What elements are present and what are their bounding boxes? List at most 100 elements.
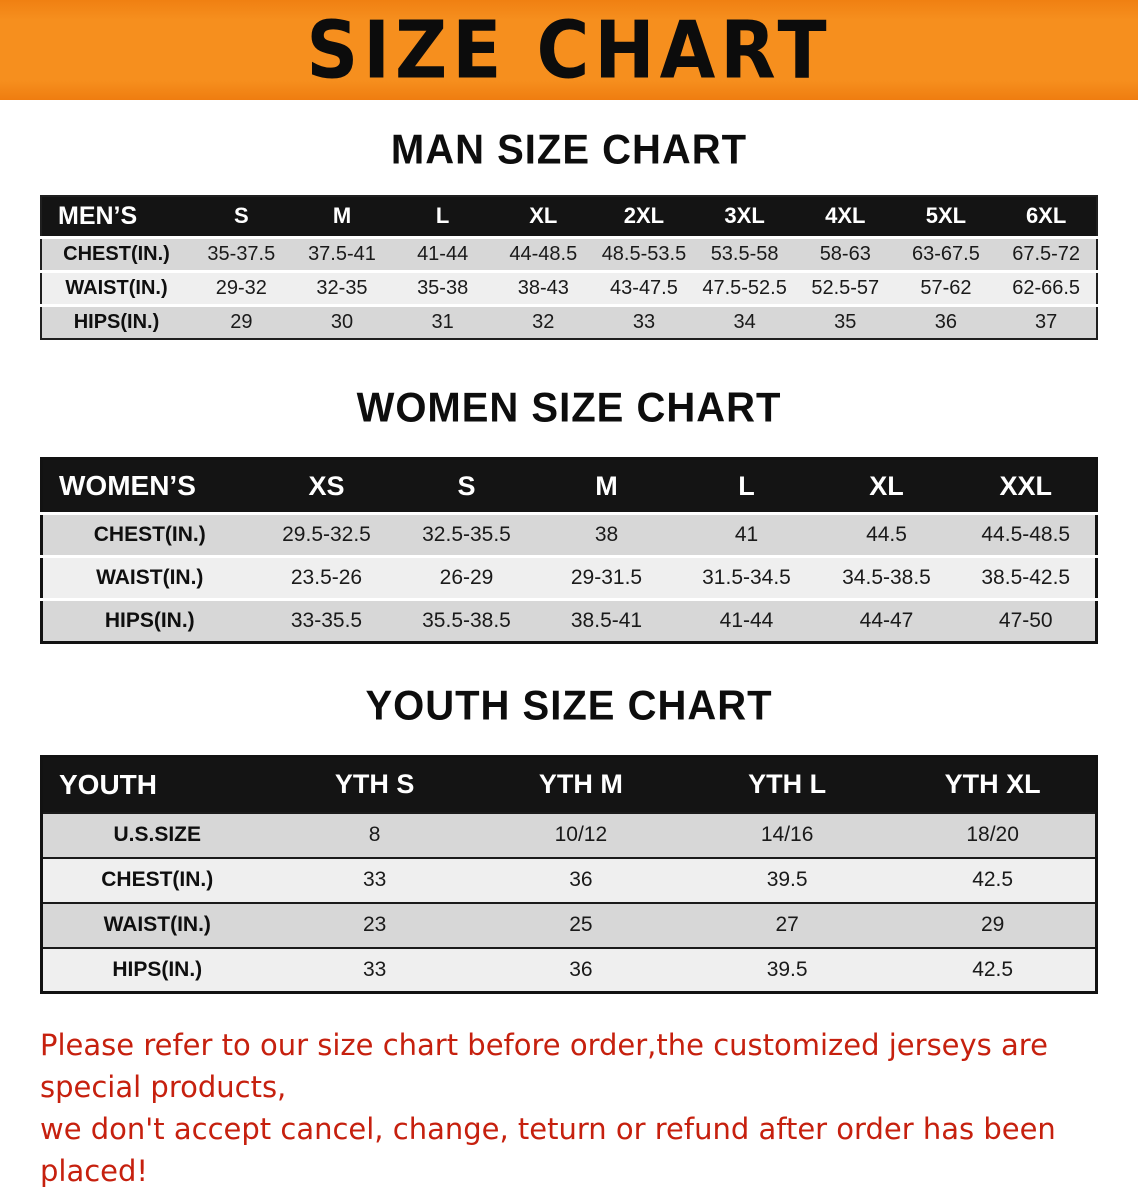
size-value-cell: 41 [676, 513, 817, 557]
size-value-cell: 42.5 [890, 947, 1097, 993]
size-value-cell: 32.5-35.5 [396, 513, 537, 557]
women-size-table-container: WOMEN’S XS S M L XL XXL CHEST(IN.) 29.5-32.5 32.5… [40, 457, 1098, 644]
size-value-cell: 47-50 [956, 599, 1097, 643]
size-column-header: 3XL [694, 196, 795, 237]
size-value-cell: 26-29 [396, 556, 537, 600]
size-value-cell: 27 [684, 902, 891, 948]
size-value-cell: 57-62 [895, 271, 997, 305]
size-value-cell: 29 [890, 902, 1097, 948]
size-value-cell: 31.5-34.5 [676, 556, 817, 600]
table-title-cell: YOUTH [41, 756, 272, 813]
size-column-header: S [191, 196, 292, 237]
size-value-cell: 38.5-41 [536, 599, 677, 643]
size-value-cell: 35-38 [392, 271, 493, 305]
table-row: WAIST(IN.) 23.5-26 26-29 29-31.5 31.5-34.5 34… [41, 556, 1097, 600]
size-value-cell: 33 [271, 947, 478, 993]
size-value-cell: 38.5-42.5 [956, 556, 1097, 600]
size-value-cell: 67.5-72 [996, 237, 1097, 271]
size-value-cell: 42.5 [890, 857, 1097, 903]
youth-size-chart-section: YOUTH SIZE CHART YOUTH YTH S YTH M YTH L YTH… [0, 682, 1138, 994]
size-value-cell: 44.5-48.5 [956, 513, 1097, 557]
size-value-cell: 10/12 [477, 812, 684, 858]
table-title-cell: MEN’S [41, 196, 191, 237]
size-column-header: YTH M [477, 756, 684, 813]
table-row: CHEST(IN.) 33 36 39.5 42.5 [41, 857, 1097, 903]
disclaimer-line-2: we don't accept cancel, change, teturn o… [40, 1112, 1056, 1189]
size-value-cell: 44.5 [816, 513, 957, 557]
row-label: CHEST(IN.) [41, 857, 272, 903]
size-value-cell: 52.5-57 [794, 271, 896, 305]
row-label: HIPS(IN.) [41, 599, 257, 643]
size-value-cell: 36 [477, 857, 684, 903]
size-column-header: S [396, 458, 537, 514]
size-value-cell: 48.5-53.5 [593, 237, 695, 271]
size-value-cell: 33 [593, 305, 695, 339]
size-column-header: YTH XL [890, 756, 1097, 813]
row-label: WAIST(IN.) [41, 271, 191, 305]
size-value-cell: 44-47 [816, 599, 957, 643]
men-size-chart-section: MAN SIZE CHART MEN’S S M L XL 2XL 3XL 4XL 5XL 6XL… [0, 126, 1138, 340]
size-value-cell: 35 [794, 305, 896, 339]
size-value-cell: 30 [291, 305, 393, 339]
size-value-cell: 23 [271, 902, 478, 948]
women-size-table: WOMEN’S XS S M L XL XXL CHEST(IN.) 29.5-32.5 32.5… [40, 457, 1098, 644]
size-value-cell: 43-47.5 [593, 271, 695, 305]
men-size-table: MEN’S S M L XL 2XL 3XL 4XL 5XL 6XL CHEST(IN.) 35-37… [40, 195, 1098, 340]
size-value-cell: 38-43 [492, 271, 594, 305]
size-value-cell: 37.5-41 [291, 237, 393, 271]
size-value-cell: 38 [536, 513, 677, 557]
row-label: U.S.SIZE [41, 812, 272, 858]
table-row: CHEST(IN.) 29.5-32.5 32.5-35.5 38 41 44.5 44.5… [41, 513, 1097, 557]
women-size-chart-section: WOMEN SIZE CHART WOMEN’S XS S M L XL XXL CHEST(… [0, 385, 1138, 644]
size-chart-banner: SIZE CHART [0, 0, 1138, 100]
size-column-header: XL [492, 196, 594, 237]
size-value-cell: 47.5-52.5 [694, 271, 795, 305]
size-column-header: M [291, 196, 393, 237]
size-value-cell: 18/20 [890, 812, 1097, 858]
size-value-cell: 37 [996, 305, 1097, 339]
size-value-cell: 44-48.5 [492, 237, 594, 271]
table-row: HIPS(IN.) 33-35.5 35.5-38.5 38.5-41 41-44 44-… [41, 599, 1097, 643]
size-value-cell: 29-32 [191, 271, 292, 305]
row-label: HIPS(IN.) [41, 947, 272, 993]
size-value-cell: 39.5 [684, 857, 891, 903]
youth-size-table: YOUTH YTH S YTH M YTH L YTH XL U.S.SIZE 8 10/12… [40, 755, 1098, 994]
size-value-cell: 39.5 [684, 947, 891, 993]
size-value-cell: 29.5-32.5 [256, 513, 397, 557]
size-value-cell: 58-63 [794, 237, 896, 271]
size-value-cell: 29-31.5 [536, 556, 677, 600]
size-column-header: 5XL [895, 196, 997, 237]
men-size-table-container: MEN’S S M L XL 2XL 3XL 4XL 5XL 6XL CHEST(IN.) 35-37… [40, 195, 1098, 340]
table-row: HIPS(IN.) 33 36 39.5 42.5 [41, 947, 1097, 993]
size-value-cell: 34 [694, 305, 795, 339]
row-label: WAIST(IN.) [41, 556, 257, 600]
size-value-cell: 32 [492, 305, 594, 339]
size-value-cell: 14/16 [684, 812, 891, 858]
table-row: WAIST(IN.) 29-32 32-35 35-38 38-43 43-47.5 47.… [41, 271, 1097, 305]
size-column-header: M [536, 458, 677, 514]
size-column-header: YTH S [271, 756, 478, 813]
men-section-heading: MAN SIZE CHART [390, 126, 748, 174]
row-label: CHEST(IN.) [41, 237, 191, 271]
size-value-cell: 34.5-38.5 [816, 556, 957, 600]
table-row: CHEST(IN.) 35-37.5 37.5-41 41-44 44-48.5 48.5… [41, 237, 1097, 271]
size-column-header: 6XL [996, 196, 1097, 237]
size-value-cell: 33-35.5 [256, 599, 397, 643]
size-column-header: XXL [956, 458, 1097, 514]
table-row: WAIST(IN.) 23 25 27 29 [41, 902, 1097, 948]
youth-section-heading: YOUTH SIZE CHART [365, 682, 773, 730]
size-column-header: 4XL [794, 196, 896, 237]
table-row: U.S.SIZE 8 10/12 14/16 18/20 [41, 812, 1097, 858]
size-column-header: L [676, 458, 817, 514]
size-column-header: XS [256, 458, 397, 514]
row-label: CHEST(IN.) [41, 513, 257, 557]
size-value-cell: 36 [895, 305, 997, 339]
size-value-cell: 25 [477, 902, 684, 948]
table-header-row: YOUTH YTH S YTH M YTH L YTH XL [41, 756, 1097, 813]
disclaimer-line-1: Please refer to our size chart before or… [40, 1028, 1048, 1105]
table-title-cell: WOMEN’S [41, 458, 257, 514]
table-header-row: WOMEN’S XS S M L XL XXL [41, 458, 1097, 514]
size-value-cell: 63-67.5 [895, 237, 997, 271]
disclaimer-text: Please refer to our size chart before or… [40, 1024, 1100, 1192]
